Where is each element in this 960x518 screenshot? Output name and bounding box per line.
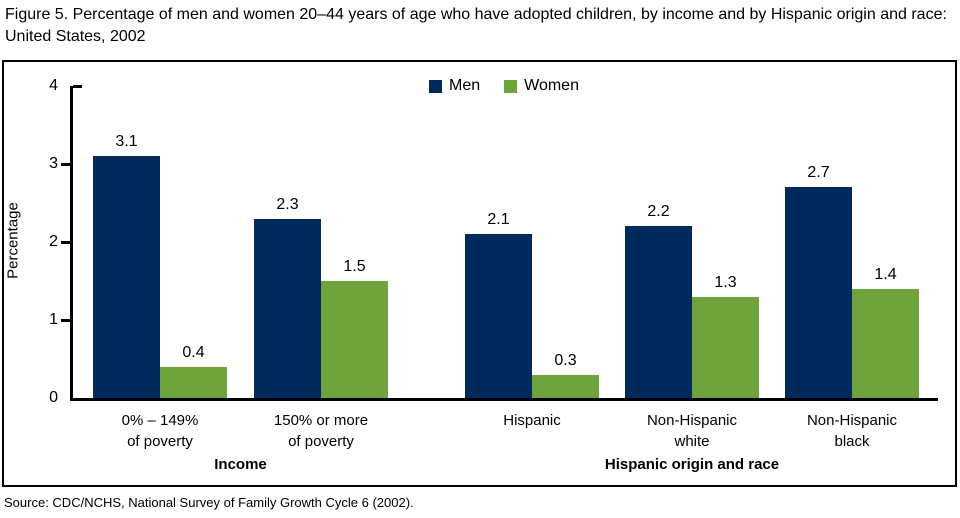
value-label-men-4: 2.7 [807, 164, 830, 181]
bar-men-4 [785, 187, 852, 398]
y-axis-line [70, 86, 73, 401]
y-tick-label-2: 2 [49, 233, 58, 250]
value-label-women-2: 0.3 [554, 352, 577, 369]
bar-men-1 [254, 219, 321, 398]
legend-item-men: Men [429, 77, 480, 95]
section-label-0: Income [214, 456, 267, 473]
bar-women-0 [160, 367, 227, 398]
bar-men-2 [465, 234, 532, 398]
value-label-women-3: 1.3 [714, 274, 737, 291]
category-label-3: Non-Hispanic white [646, 412, 738, 450]
bar-women-2 [532, 375, 599, 398]
figure-title: Figure 5. Percentage of men and women 20… [5, 6, 947, 45]
value-label-men-3: 2.2 [647, 203, 670, 220]
value-label-women-1: 1.5 [343, 258, 366, 275]
category-label-2: Hispanic [503, 412, 561, 429]
y-tick-label-0: 0 [49, 389, 58, 406]
source-note: Source: CDC/NCHS, National Survey of Fam… [4, 495, 414, 510]
category-label-4: Non-Hispanic black [806, 412, 898, 450]
y-axis-label: Percentage [4, 202, 22, 279]
y-tick-mark-3 [61, 163, 70, 166]
y-tick-label-1: 1 [49, 311, 58, 328]
bar-men-0 [93, 156, 160, 398]
legend: Men Women [70, 77, 938, 95]
y-tick-label-4: 4 [49, 77, 58, 94]
y-tick-mark-4 [73, 85, 82, 88]
x-axis-line [70, 398, 938, 401]
value-label-women-0: 0.4 [182, 344, 205, 361]
y-tick-mark-2 [61, 241, 70, 244]
value-label-men-2: 2.1 [487, 211, 510, 228]
value-label-men-1: 2.3 [276, 196, 299, 213]
value-label-women-4: 1.4 [874, 266, 897, 283]
value-label-men-0: 3.1 [115, 133, 138, 150]
women-legend-swatch [504, 79, 518, 93]
section-label-1: Hispanic origin and race [604, 456, 780, 473]
category-label-1: 150% or more of poverty [273, 412, 369, 450]
y-tick-mark-1 [61, 319, 70, 322]
y-tick-label-3: 3 [49, 155, 58, 172]
women-legend-label: Women [524, 77, 579, 94]
bar-women-1 [321, 281, 388, 398]
men-legend-label: Men [449, 77, 481, 94]
legend-item-women: Women [504, 77, 579, 95]
bar-women-3 [692, 297, 759, 398]
bar-women-4 [852, 289, 919, 398]
category-label-0: 0% – 149% of poverty [121, 412, 199, 450]
men-legend-swatch [429, 79, 443, 93]
bar-men-3 [625, 226, 692, 398]
